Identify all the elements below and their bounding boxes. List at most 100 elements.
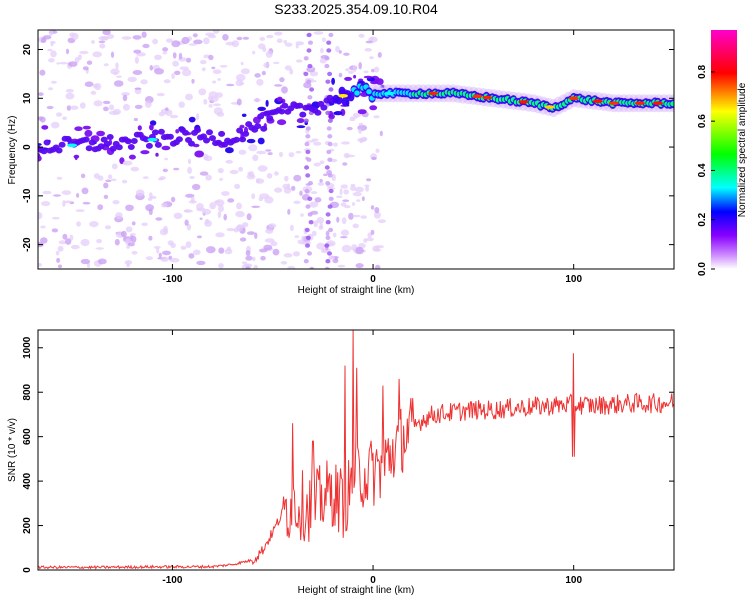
spectrogram-cell — [295, 150, 302, 154]
snr-y-tick-label: 400 — [22, 472, 33, 489]
spectrogram-cell — [300, 213, 304, 217]
spectrogram-x-tick-label: 0 — [370, 274, 376, 285]
spectrogram-cell — [200, 59, 207, 65]
spectrogram-cell — [205, 218, 210, 224]
spectrogram-cell — [327, 71, 333, 77]
spectrogram-cell — [256, 178, 265, 184]
spectrogram-cell — [40, 225, 46, 229]
spectrogram-cell — [236, 127, 244, 134]
spectrogram-cell — [144, 100, 152, 108]
spectrogram-cell — [374, 207, 380, 214]
spectrogram-cell — [325, 235, 331, 240]
spectrogram-cell — [223, 213, 227, 221]
spectrogram-cell — [305, 134, 311, 139]
spectrogram-cell — [109, 145, 117, 152]
spectrogram-cell — [242, 130, 250, 137]
spectrogram-cell — [115, 212, 123, 220]
spectrogram-cell — [82, 66, 89, 71]
spectrogram-cell — [256, 150, 267, 155]
colorbar-ticks: 0.0 0.2 0.4 0.6 0.8 — [697, 64, 715, 276]
spectrogram-cell — [217, 168, 224, 174]
spectrogram-hotspot — [482, 95, 493, 100]
spectrogram-cell — [343, 52, 350, 56]
spectrogram-cell — [106, 134, 114, 140]
spectrogram-cell — [79, 102, 86, 109]
spectrogram-cell — [81, 187, 89, 195]
spectrogram-cell — [341, 244, 352, 253]
spectrogram-cell — [348, 70, 354, 75]
spectrogram-cell — [188, 116, 196, 123]
spectrogram-cell — [370, 205, 375, 210]
spectrogram-cell — [38, 155, 42, 162]
spectrogram-cell — [304, 188, 310, 194]
spectrogram-cell — [325, 181, 331, 186]
spectrogram-cell — [74, 154, 78, 161]
spectrogram-cell — [283, 253, 293, 258]
spectrogram-cell — [192, 183, 201, 191]
spectrogram-cell — [372, 245, 380, 252]
spectrogram-cell — [157, 128, 165, 135]
spectrogram-cell — [320, 48, 324, 54]
spectrogram-cell — [252, 50, 256, 55]
spectrogram-cell — [68, 61, 78, 67]
spectrogram-cell — [217, 78, 221, 81]
spectrogram-cell — [325, 79, 331, 84]
spectrogram-cell — [196, 203, 204, 210]
spectrogram-cell — [266, 173, 273, 179]
colorbar-tick-label: 0.2 — [697, 212, 708, 226]
spectrogram-cell — [99, 43, 106, 49]
spectrogram-cell — [225, 159, 233, 164]
spectrogram-cell — [334, 111, 343, 116]
spectrogram-cell — [283, 40, 288, 44]
spectrogram-cell — [152, 38, 159, 45]
spectrogram-cell — [327, 204, 333, 209]
spectrogram-cell — [296, 118, 305, 124]
spectrogram-hotspot — [428, 91, 439, 96]
spectrogram-cell — [162, 51, 168, 55]
spectrogram-cell — [173, 167, 180, 171]
spectrogram-y-tick-label: -20 — [22, 237, 33, 252]
spectrogram-cell — [340, 229, 350, 236]
spectrogram-cell — [358, 33, 365, 38]
spectrogram-cell — [180, 245, 187, 250]
spectrogram-cell — [236, 202, 242, 210]
spectrogram-hotspot — [384, 91, 395, 96]
spectrogram-cell — [282, 183, 290, 190]
spectrogram-cell — [331, 173, 336, 182]
spectrogram-cell — [55, 147, 63, 154]
spectrogram-cell — [89, 221, 99, 228]
spectrogram-cell — [246, 231, 255, 236]
spectrogram-cell — [205, 174, 212, 181]
spectrogram-cell — [273, 61, 280, 65]
spectrogram-cell — [90, 90, 97, 95]
spectrogram-cell — [137, 125, 142, 131]
spectrogram-cell — [134, 104, 143, 109]
spectrogram-cell — [363, 75, 373, 79]
snr-frame — [37, 329, 675, 571]
spectrogram-cell — [340, 184, 348, 189]
spectrogram-cell — [132, 70, 143, 75]
spectrogram-cell — [82, 136, 90, 143]
colorbar-gradient — [711, 30, 737, 269]
spectrogram-cell — [111, 178, 117, 182]
spectrogram-cell — [251, 205, 261, 208]
spectrogram-cell — [371, 156, 377, 161]
spectrogram-cell — [175, 136, 183, 143]
spectrogram-cell — [240, 61, 244, 66]
spectrogram-cell — [325, 259, 331, 264]
spectrogram-cell — [178, 52, 183, 60]
spectrogram-cell — [80, 238, 90, 247]
spectrogram-cell — [181, 36, 190, 45]
spectrogram-cell — [41, 125, 49, 130]
spectrogram-cell — [163, 225, 168, 234]
spectrogram-cell — [325, 110, 331, 116]
spectrogram-cell — [235, 74, 246, 82]
spectrogram-cell — [287, 265, 296, 269]
spectrogram-cell — [309, 201, 319, 208]
spectrogram-cell — [88, 139, 96, 146]
spectrogram-cell — [181, 69, 192, 77]
spectrogram-cell — [363, 70, 369, 74]
spectrogram-cell — [370, 81, 379, 85]
spectrogram-cell — [355, 263, 364, 269]
spectrogram-cell — [296, 59, 303, 63]
